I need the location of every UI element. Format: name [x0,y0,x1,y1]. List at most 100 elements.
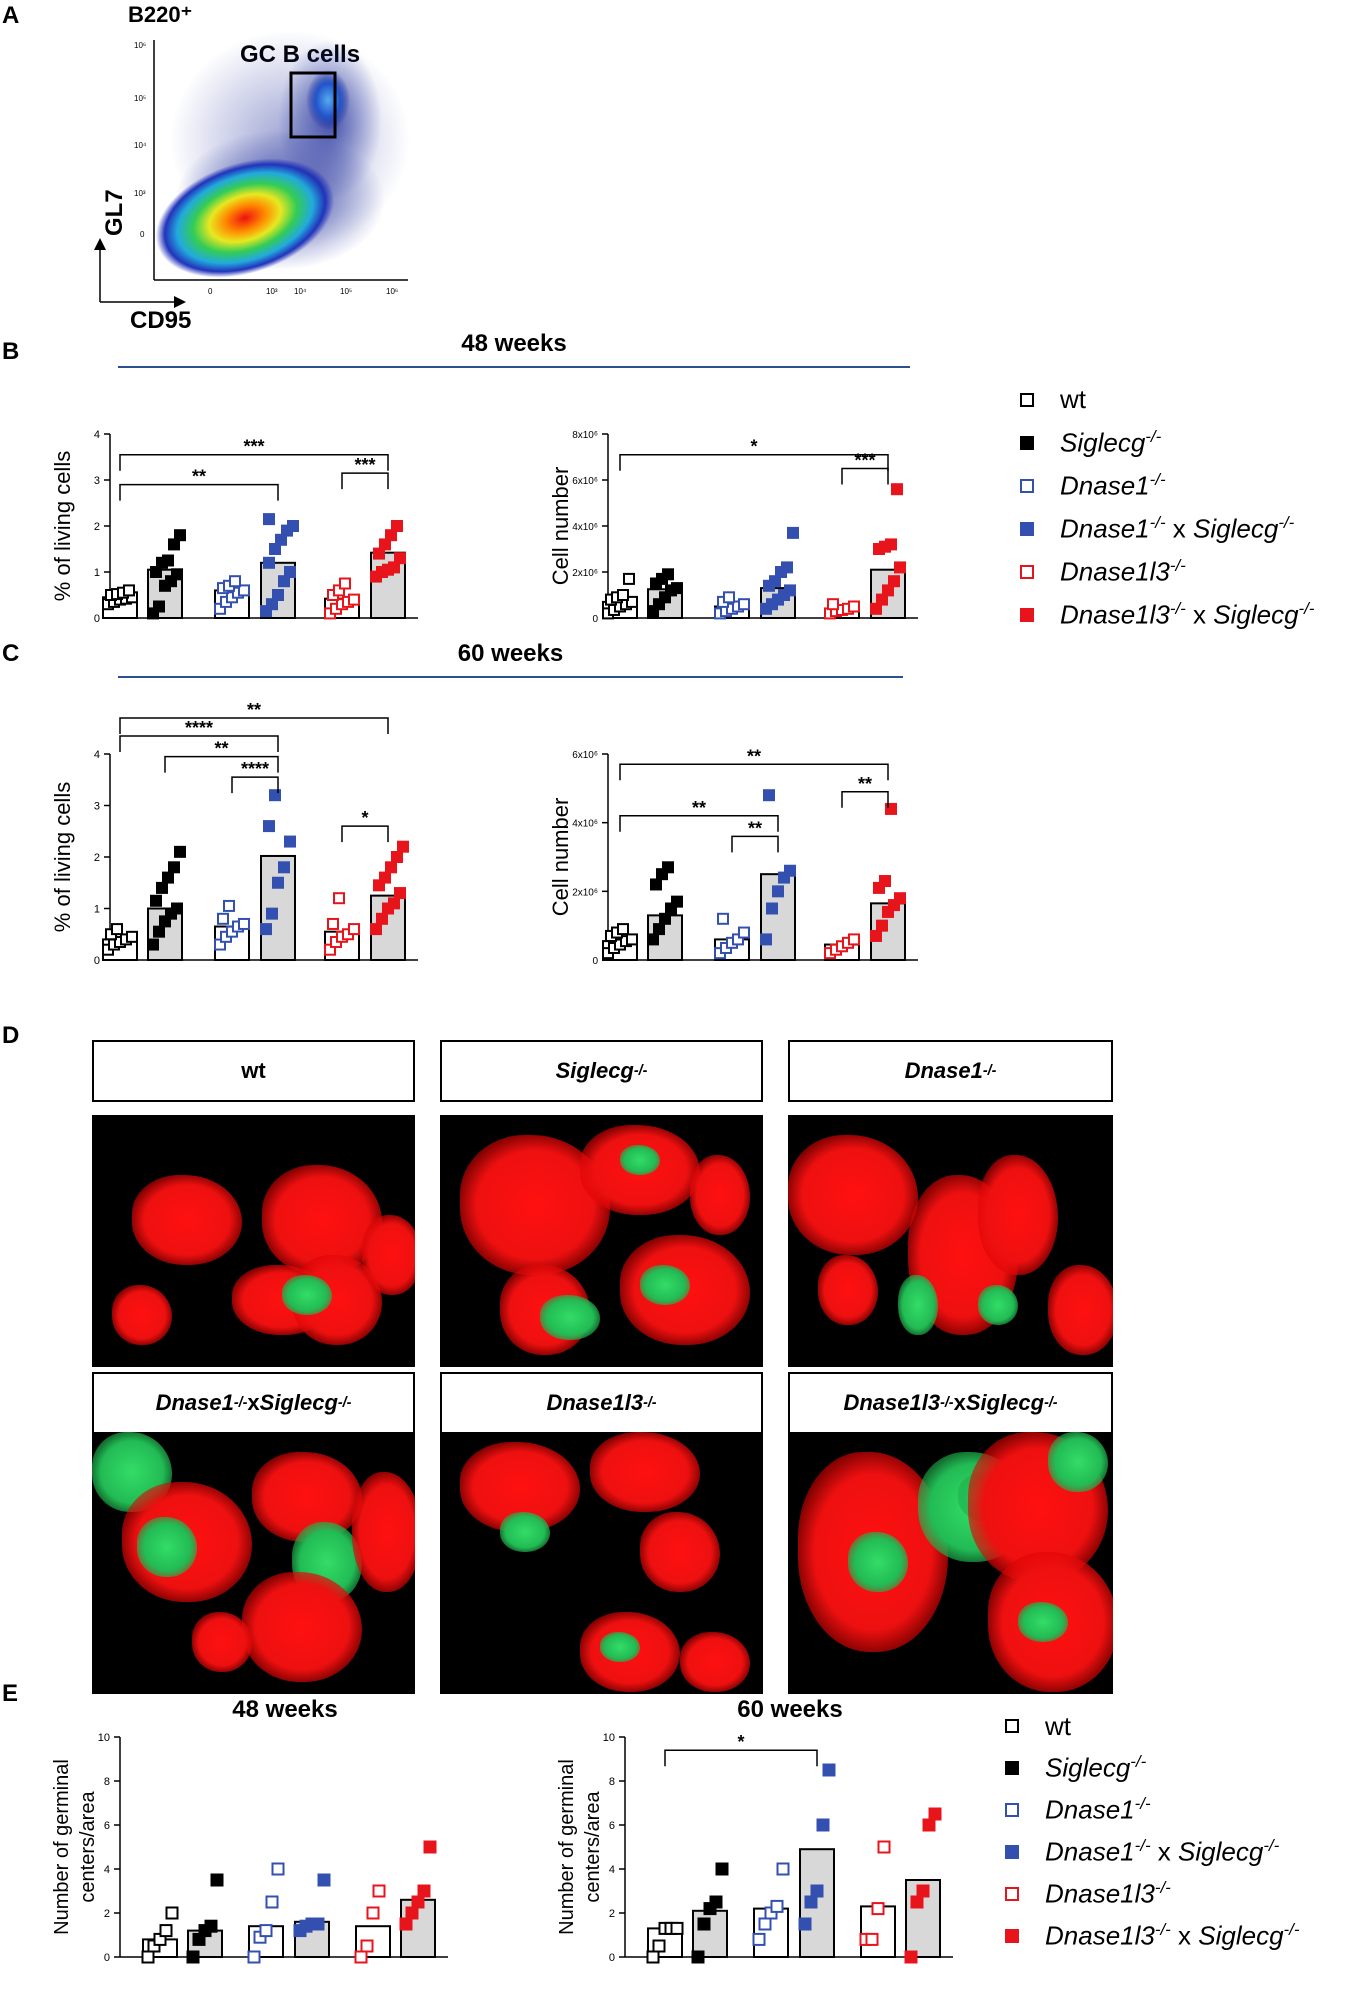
legend-label: Dnase1l3-/- x Siglecg-/- [1045,1920,1300,1951]
y-tick-label: 0 [94,613,100,625]
red-stain-region [818,1255,878,1325]
legend-label: Siglecg-/- [1045,1752,1147,1783]
data-point [174,529,186,542]
significance-bracket: ** [119,700,389,734]
y-tick-label: 10⁵ [134,94,146,103]
y-tick-label: 10³ [134,189,146,198]
data-point [370,923,382,936]
x-tick-label: 0 [208,287,213,296]
significance-bracket: * [341,808,389,843]
green-stain-region [898,1275,938,1335]
data-point [715,1862,729,1876]
y-tick-label: 2 [94,852,100,864]
y-tick-label: 6x10⁶ [572,750,598,761]
legend-label: wt [1045,1710,1071,1741]
y-tick-label: 4 [94,429,100,441]
chart-e-60-weeks: 60 weeks 0 2 4 6 8 10 Number of germinal centers… [556,1696,953,1964]
data-point [411,1895,425,1909]
data-point [354,1950,368,1964]
y-tick-label: 4 [609,1864,615,1876]
data-point [891,483,903,496]
data-point [388,897,400,910]
data-point [348,593,360,606]
data-point [787,526,799,539]
red-stain-region [680,1632,750,1692]
y-tick-label: 0 [94,955,100,967]
y-tick-label: 2x10⁶ [572,887,598,898]
data-point [760,933,772,946]
data-point [770,1899,784,1913]
data-point [928,1807,942,1821]
data-point [885,538,897,551]
data-point [617,923,629,936]
legend-item: Dnase1l3-/- [1020,550,1315,593]
legend-swatch [1005,1845,1019,1859]
significance-bracket: **** [231,759,279,794]
y-tick-label: 6 [104,1820,110,1832]
data-point [871,1902,885,1916]
data-point [772,885,784,898]
y-tick-label: 8 [104,1776,110,1788]
significance-bracket: * [664,1732,818,1767]
significance-label: ** [747,746,761,766]
y-tick-label: 10⁶ [134,41,146,50]
legend-item: wt [1005,1705,1300,1747]
data-point [723,591,735,604]
significance-bracket: ** [841,774,889,808]
data-point [141,1950,155,1964]
micrograph-image [440,1115,763,1367]
gc-b-cells-gate [289,71,337,139]
significance-bracket: ** [164,739,279,773]
data-point [738,926,750,939]
data-point [848,933,860,946]
data-point [391,520,403,532]
data-point [271,1862,285,1876]
data-point [217,912,229,925]
data-point [376,912,388,925]
section-header-48: 48 weeks [118,330,910,370]
section-header-60: 60 weeks [118,640,903,680]
legend-label: Dnase1-/- x Siglecg-/- [1045,1836,1280,1867]
data-point [272,876,284,889]
red-stain-region [242,1572,362,1682]
flow-plot: B220⁺ GC B cells 10⁶ 10⁵ 10⁴ 10³ 0 0 10³… [94,2,410,330]
data-point [333,892,345,905]
micrograph-image [92,1115,415,1367]
data-point [894,892,906,905]
data-point [269,789,281,802]
legend-item: Siglecg-/- [1020,421,1315,464]
data-point [417,1884,431,1898]
significance-label: * [361,808,368,828]
legend-swatch [1020,478,1034,493]
data-point [879,875,891,888]
data-point [647,933,659,946]
data-point [691,1950,705,1964]
data-point [366,1906,380,1920]
y-tick-label: 8 [609,1776,615,1788]
data-point [697,1917,711,1931]
legend-label: Dnase1l3-/- x Siglecg-/- [1060,598,1315,630]
data-point [348,923,360,936]
data-point [162,871,174,884]
y-tick-label: 3 [94,475,100,487]
legend-label: Dnase1-/- [1060,469,1166,501]
green-stain-region [620,1145,660,1175]
significance-bracket: ** [119,467,279,501]
green-stain-region [848,1532,908,1592]
data-point [784,864,796,877]
data-point [153,600,165,613]
data-point [617,589,629,601]
data-point [646,1950,660,1964]
significance-bracket: ** [619,746,889,781]
legend-item: Dnase1-/- [1020,464,1315,507]
y-tick-label: 10 [98,1732,110,1744]
micrograph-label: Dnase1l3 -/- x Siglecg -/- [788,1372,1113,1434]
data-point [162,554,174,567]
data-point [650,878,662,891]
micrograph-label: Dnase1l3 -/- [440,1372,763,1434]
data-point [423,1840,437,1854]
significance-bracket: *** [841,451,889,485]
legend-e: wt Siglecg-/- Dnase1-/- Dnase1-/- x Siglecg… [1005,1705,1300,1957]
data-point [229,575,241,588]
legend-swatch [1020,607,1034,622]
